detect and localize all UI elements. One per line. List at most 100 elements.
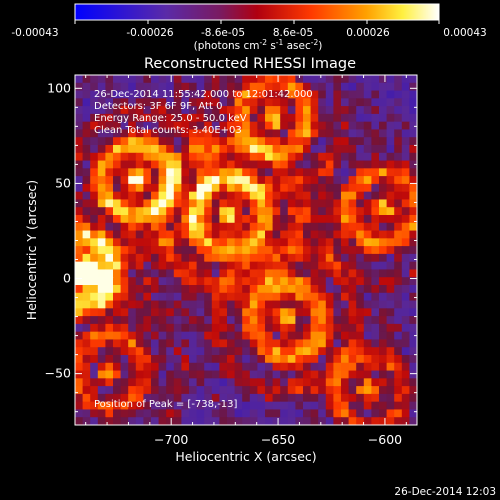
heatmap-cell — [219, 285, 228, 294]
heatmap-cell — [303, 207, 312, 216]
heatmap-cell — [242, 292, 251, 302]
heatmap-cell — [348, 230, 357, 239]
heatmap-cell — [409, 215, 417, 224]
heatmap-cell — [120, 331, 129, 341]
heatmap-cell — [265, 75, 274, 84]
heatmap-cell — [120, 145, 129, 154]
heatmap-cell — [356, 106, 365, 115]
heatmap-cell — [310, 362, 319, 372]
heatmap-cell — [82, 82, 91, 92]
heatmap-cell — [204, 113, 213, 123]
heatmap-cell — [181, 339, 190, 348]
heatmap-cell — [227, 347, 236, 356]
heatmap-cell — [348, 308, 357, 317]
heatmap-cell — [82, 121, 91, 131]
colorbar-ticks — [74, 20, 440, 24]
heatmap-cell — [75, 222, 84, 232]
heatmap-cell — [196, 347, 205, 356]
heatmap-cell — [90, 339, 99, 348]
heatmap-cell — [341, 417, 350, 425]
heatmap-cell — [90, 409, 99, 418]
heatmap-cell — [234, 98, 243, 107]
heatmap-cell — [249, 238, 258, 247]
heatmap-cell — [128, 238, 137, 247]
heatmap-cell — [151, 331, 160, 341]
heatmap-cell — [97, 222, 106, 232]
heatmap-cell — [173, 261, 182, 271]
heatmap-cell — [181, 316, 190, 325]
heatmap-cell — [90, 323, 99, 333]
heatmap-cell — [272, 145, 281, 154]
heatmap-cell — [249, 106, 258, 115]
heatmap-cell — [249, 378, 258, 387]
heatmap-cell — [242, 308, 251, 317]
heatmap-cell — [348, 300, 357, 309]
heatmap-cell — [325, 152, 334, 162]
heatmap-cell — [379, 183, 388, 193]
heatmap-cell — [356, 113, 365, 123]
heatmap-cell — [325, 401, 334, 411]
heatmap-cell — [143, 362, 152, 372]
heatmap-cell — [325, 362, 334, 372]
heatmap-cell — [90, 222, 99, 232]
heatmap-cell — [181, 269, 190, 278]
heatmap-cell — [166, 347, 175, 356]
heatmap-cell — [310, 285, 319, 294]
heatmap-cell — [211, 98, 220, 107]
heatmap-cell — [181, 215, 190, 224]
heatmap-cell — [173, 230, 182, 239]
heatmap-cell — [341, 401, 350, 411]
heatmap-cell — [401, 176, 410, 185]
heatmap-cell — [363, 113, 372, 123]
heatmap-cell — [272, 121, 281, 131]
heatmap-cell — [272, 401, 281, 411]
heatmap-cell — [318, 160, 327, 169]
heatmap-cell — [113, 137, 122, 146]
heatmap-cell — [135, 308, 144, 317]
heatmap-cell — [75, 82, 84, 92]
heatmap-cell — [242, 316, 251, 325]
heatmap-cell — [120, 269, 129, 278]
heatmap-cell — [97, 300, 106, 309]
heatmap-cell — [151, 75, 160, 84]
heatmap-cell — [379, 386, 388, 395]
heatmap-cell — [303, 261, 312, 271]
heatmap-cell — [257, 121, 266, 131]
heatmap-cell — [82, 378, 91, 387]
heatmap-cell — [173, 269, 182, 278]
heatmap-cell — [242, 113, 251, 123]
heatmap-cell — [189, 378, 198, 387]
heatmap-cell — [249, 347, 258, 356]
heatmap-cell — [196, 300, 205, 309]
x-tick-label: −650 — [261, 432, 295, 447]
heatmap-cell — [371, 261, 380, 271]
heatmap-cell — [303, 145, 312, 154]
heatmap-cell — [242, 191, 251, 201]
heatmap-cell — [211, 137, 220, 146]
heatmap-cell — [386, 269, 395, 278]
heatmap-cell — [90, 417, 99, 425]
heatmap-cell — [196, 339, 205, 348]
heatmap-cell — [386, 230, 395, 239]
heatmap-cell — [90, 269, 99, 278]
heatmap-cell — [151, 386, 160, 395]
heatmap-cell — [204, 308, 213, 317]
heatmap-cell — [181, 137, 190, 146]
heatmap-cell — [234, 176, 243, 185]
heatmap-cell — [333, 347, 342, 356]
heatmap-cell — [75, 292, 84, 302]
heatmap-cell — [113, 300, 122, 309]
heatmap-cell — [401, 160, 410, 169]
heatmap-cell — [97, 323, 106, 333]
heatmap-cell — [97, 253, 106, 263]
heatmap-cell — [394, 246, 403, 255]
heatmap-cell — [394, 191, 403, 201]
heatmap-cell — [409, 113, 417, 123]
heatmap-cell — [409, 409, 417, 418]
heatmap-cell — [113, 121, 122, 131]
heatmap-cell — [128, 246, 137, 255]
heatmap-cell — [135, 409, 144, 418]
heatmap-cell — [234, 409, 243, 418]
heatmap-cell — [257, 261, 266, 271]
heatmap-cell — [310, 323, 319, 333]
